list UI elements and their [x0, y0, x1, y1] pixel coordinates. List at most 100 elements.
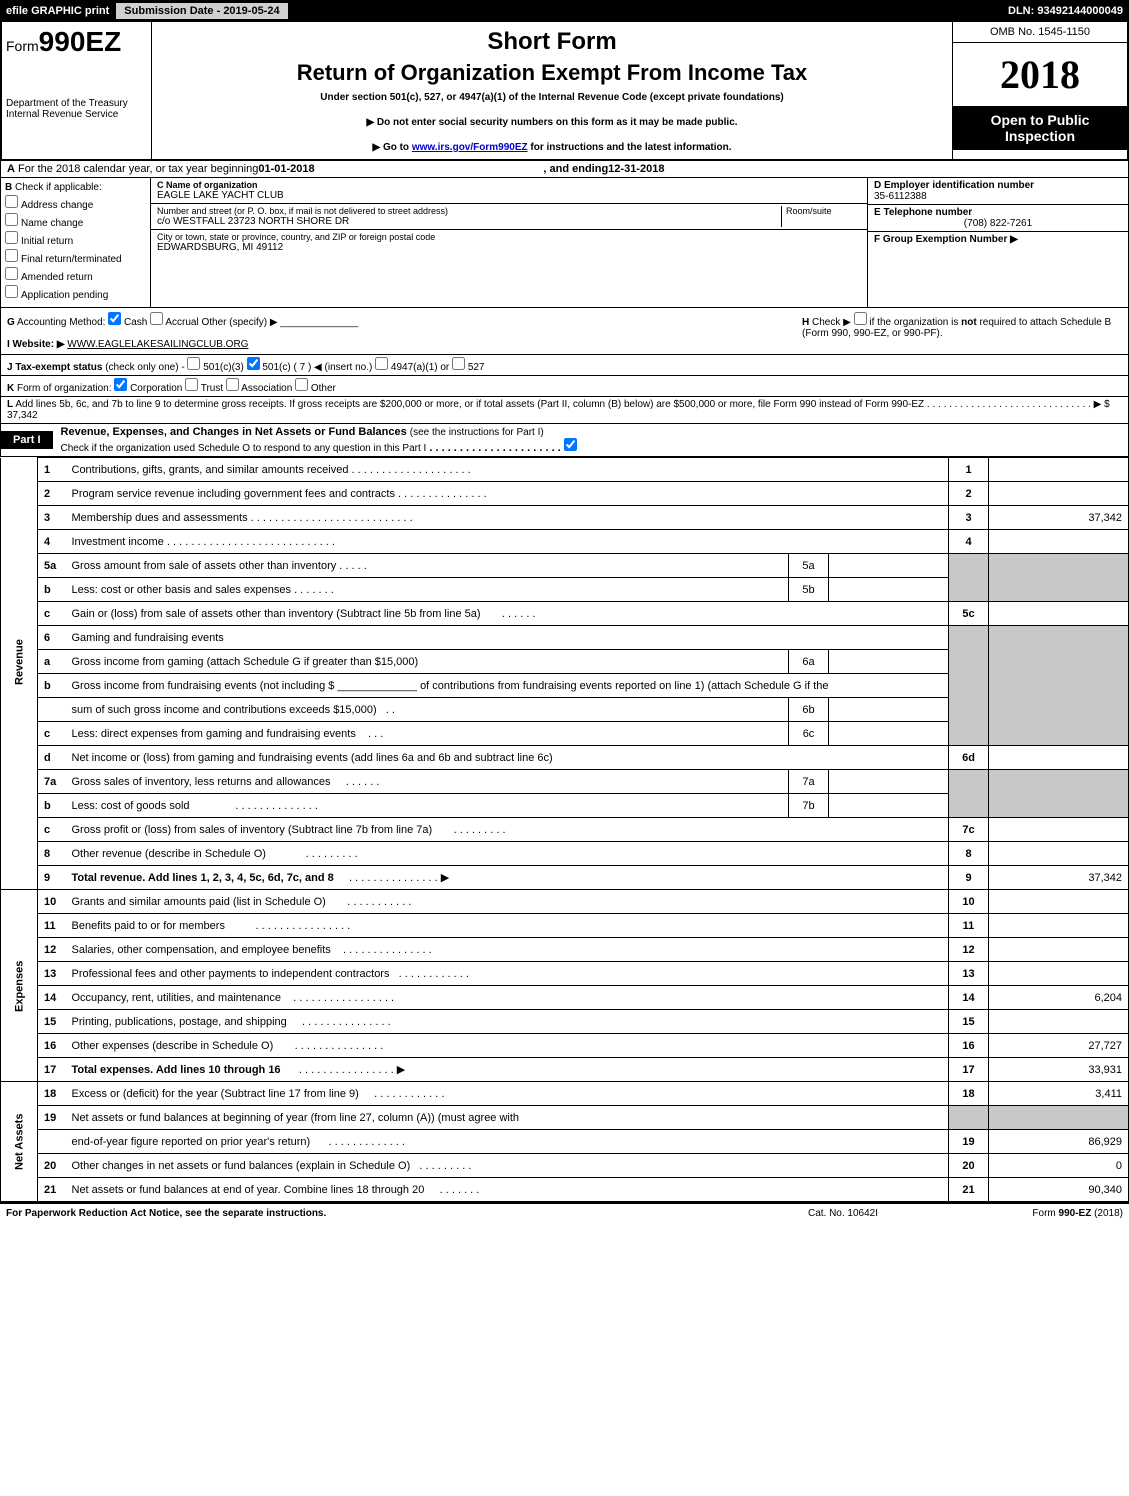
line-7-grey — [949, 770, 989, 818]
line-16-rnum: 16 — [949, 1034, 989, 1058]
line-7c-rnum: 7c — [949, 818, 989, 842]
chk-501c3[interactable] — [187, 357, 200, 370]
opt-501c: 501(c) ( 7 ) ◀ (insert no.) — [262, 362, 372, 373]
line-14-rnum: 14 — [949, 986, 989, 1010]
org-name: EAGLE LAKE YACHT CLUB — [157, 190, 861, 201]
opt-501c3: 501(c)(3) — [203, 362, 244, 373]
chk-address-change[interactable]: Address change — [5, 195, 146, 211]
chk-527[interactable] — [452, 357, 465, 370]
line-7c-desc: Gross profit or (loss) from sales of inv… — [66, 818, 949, 842]
instr2-pre: ▶ Go to — [372, 142, 411, 153]
instr2-post: for instructions and the latest informat… — [528, 142, 732, 153]
line-6c-subval — [829, 722, 949, 746]
line-6-grey — [949, 626, 989, 746]
chk-schedule-o[interactable] — [564, 438, 577, 451]
footer-left: For Paperwork Reduction Act Notice, see … — [6, 1208, 743, 1219]
line-9-num: 9 — [38, 866, 66, 890]
return-title: Return of Organization Exempt From Incom… — [158, 60, 946, 86]
chk-initial-return[interactable]: Initial return — [5, 231, 146, 247]
line-19-amt: 86,929 — [989, 1130, 1129, 1154]
line-13-desc: Professional fees and other payments to … — [66, 962, 949, 986]
line-15-num: 15 — [38, 1010, 66, 1034]
line-20-rnum: 20 — [949, 1154, 989, 1178]
line-7b-subnum: 7b — [789, 794, 829, 818]
line-19-num: 19 — [38, 1106, 66, 1130]
ein-value: 35-6112388 — [874, 191, 1122, 202]
omb-number: OMB No. 1545-1150 — [953, 22, 1127, 43]
line-6b-pre-num: b — [38, 674, 66, 698]
line-5b-subval — [829, 578, 949, 602]
chk-501c[interactable] — [247, 357, 260, 370]
line-6d-amt — [989, 746, 1129, 770]
line-6a-subval — [829, 650, 949, 674]
chk-corporation[interactable] — [114, 378, 127, 391]
line-18-amt: 3,411 — [989, 1082, 1129, 1106]
tax-year-begin: 01-01-2018 — [258, 163, 314, 175]
instruction-1: ▶ Do not enter social security numbers o… — [158, 117, 946, 128]
opt-accrual: Accrual — [165, 317, 198, 328]
chk-name-change[interactable]: Name change — [5, 213, 146, 229]
footer-right: Form 990-EZ (2018) — [943, 1208, 1123, 1219]
line-11-desc: Benefits paid to or for members . . . . … — [66, 914, 949, 938]
row-a-mid: , and ending — [543, 163, 608, 175]
line-5-grey — [949, 554, 989, 602]
row-l: L Add lines 5b, 6c, and 7b to line 9 to … — [0, 397, 1129, 424]
line-4-desc: Investment income . . . . . . . . . . . … — [66, 530, 949, 554]
line-1-amt — [989, 458, 1129, 482]
line-7a-subval — [829, 770, 949, 794]
chk-accrual[interactable] — [150, 312, 163, 325]
group-exemption-label: F Group Exemption Number — [874, 234, 1007, 245]
line-16-amt: 27,727 — [989, 1034, 1129, 1058]
chk-amended[interactable]: Amended return — [5, 267, 146, 283]
opt-other: Other (specify) ▶ — [201, 317, 277, 328]
group-exemption-arrow: ▶ — [1010, 234, 1018, 245]
org-city: EDWARDSBURG, MI 49112 — [157, 242, 861, 253]
efile-label: efile GRAPHIC print — [0, 3, 115, 19]
addr-label: Number and street (or P. O. box, if mail… — [157, 206, 781, 216]
dln-label: DLN: 93492144000049 — [1002, 3, 1129, 19]
main-table: Revenue 1 Contributions, gifts, grants, … — [0, 457, 1129, 1202]
line-17-amt: 33,931 — [989, 1058, 1129, 1082]
row-l-text: Add lines 5b, 6c, and 7b to line 9 to de… — [15, 399, 924, 410]
chk-association[interactable] — [226, 378, 239, 391]
line-3-rnum: 3 — [949, 506, 989, 530]
line-6d-rnum: 6d — [949, 746, 989, 770]
chk-trust[interactable] — [185, 378, 198, 391]
ein-label: D Employer identification number — [874, 180, 1122, 191]
chk-final-return[interactable]: Final return/terminated — [5, 249, 146, 265]
chk-cash[interactable] — [108, 312, 121, 325]
chk-other-org[interactable] — [295, 378, 308, 391]
line-5a-subval — [829, 554, 949, 578]
line-7a-desc: Gross sales of inventory, less returns a… — [66, 770, 789, 794]
part-i-header: Part I Revenue, Expenses, and Changes in… — [0, 424, 1129, 457]
phone-label: E Telephone number — [874, 207, 1122, 218]
line-20-desc: Other changes in net assets or fund bala… — [66, 1154, 949, 1178]
line-19-grey — [949, 1106, 989, 1130]
line-11-num: 11 — [38, 914, 66, 938]
chk-application-pending[interactable]: Application pending — [5, 285, 146, 301]
opt-association: Association — [241, 383, 292, 394]
line-5c-rnum: 5c — [949, 602, 989, 626]
line-18-desc: Excess or (deficit) for the year (Subtra… — [66, 1082, 949, 1106]
row-k: K Form of organization: Corporation Trus… — [0, 376, 1129, 397]
chk-4947[interactable] — [375, 357, 388, 370]
row-h-label: H — [802, 317, 809, 328]
chk-schedule-b[interactable] — [854, 312, 867, 325]
line-17-rnum: 17 — [949, 1058, 989, 1082]
line-11-amt — [989, 914, 1129, 938]
irs-link[interactable]: www.irs.gov/Form990EZ — [412, 142, 528, 153]
row-j-label: J Tax-exempt status — [7, 362, 102, 373]
line-6b-desc: sum of such gross income and contributio… — [66, 698, 789, 722]
row-l-label: L — [7, 399, 13, 410]
line-18-rnum: 18 — [949, 1082, 989, 1106]
line-3-amt: 37,342 — [989, 506, 1129, 530]
line-20-num: 20 — [38, 1154, 66, 1178]
line-6c-desc: Less: direct expenses from gaming and fu… — [66, 722, 789, 746]
revenue-side-spacer — [1, 866, 38, 890]
line-18-num: 18 — [38, 1082, 66, 1106]
line-7a-num: 7a — [38, 770, 66, 794]
tax-year-end: 12-31-2018 — [608, 163, 664, 175]
line-2-desc: Program service revenue including govern… — [66, 482, 949, 506]
line-14-desc: Occupancy, rent, utilities, and maintena… — [66, 986, 949, 1010]
line-4-num: 4 — [38, 530, 66, 554]
